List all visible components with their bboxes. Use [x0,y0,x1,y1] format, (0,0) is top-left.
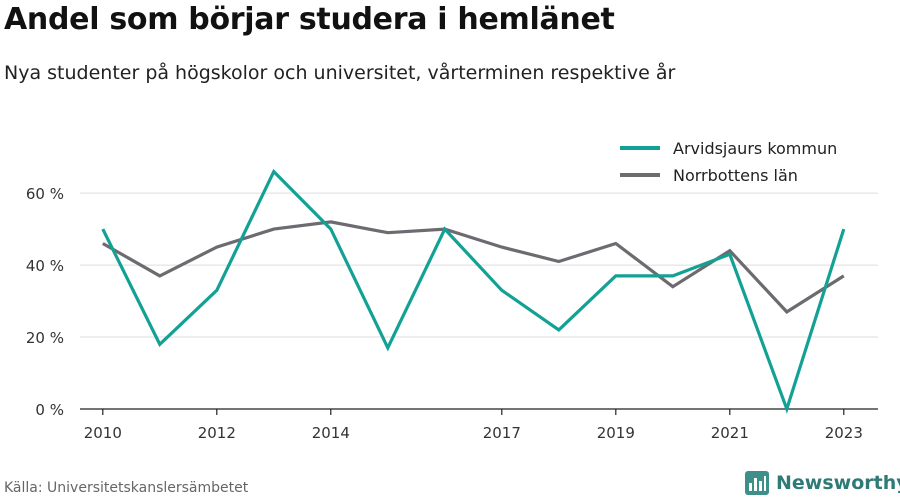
x-tick-label: 2010 [84,424,122,442]
x-tick-label: 2023 [825,424,863,442]
chart-title: Andel som börjar studera i hemlänet [4,2,615,37]
legend-label: Arvidsjaurs kommun [673,139,837,158]
x-tick-label: 2021 [711,424,749,442]
brand-name: Newsworthy [776,472,900,494]
legend: Arvidsjaurs kommun Norrbottens län [610,132,865,188]
y-tick-label: 60 % [26,185,64,203]
legend-background [610,132,865,188]
y-tick-label: 0 % [35,401,64,419]
x-tick-label: 2019 [597,424,635,442]
series-line-norrbottens-l-n [102,220,845,314]
bar-chart-icon [745,471,769,495]
brand-logo: Newsworthy [744,470,900,496]
chart-subtitle: Nya studenter på högskolor och universit… [4,62,676,84]
legend-label: Norrbottens län [673,166,798,185]
y-tick-label: 20 % [26,329,64,347]
series-lines [101,168,846,414]
y-tick-label: 40 % [26,257,64,275]
x-tick-label: 2012 [198,424,236,442]
x-tick-label: 2014 [312,424,350,442]
series-line-arvidsjaurs-kommun [101,168,846,414]
x-tick-label: 2017 [483,424,521,442]
axes: 0 % 20 % 40 % 60 % 2010 2012 2014 2017 2019 2021 2… [26,185,878,442]
source-note: Källa: Universitetskanslersämbetet [4,480,249,496]
